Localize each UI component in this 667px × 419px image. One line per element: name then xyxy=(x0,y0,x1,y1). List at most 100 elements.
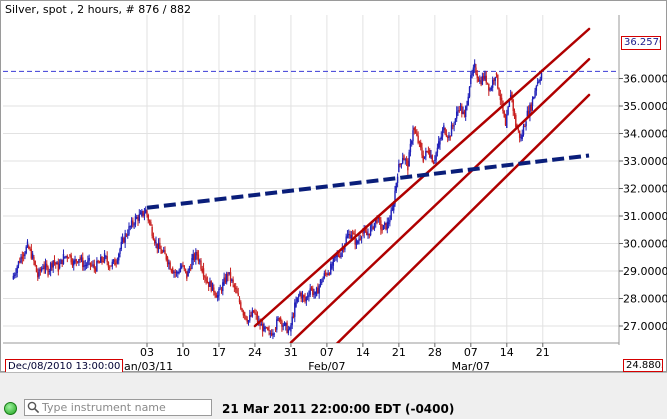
candle-body xyxy=(432,162,435,164)
y-tick-label: 36.0000 xyxy=(623,73,667,86)
chart-area[interactable]: 27.0000 28.0000 29.0000 30.0000 31.0000 32.00… xyxy=(0,0,667,374)
candle-body xyxy=(461,105,463,114)
candle-body xyxy=(132,220,134,225)
candle-body xyxy=(83,265,85,268)
candle-body xyxy=(436,147,439,153)
candle-body xyxy=(391,208,394,210)
candle-body xyxy=(256,314,259,322)
candle-body xyxy=(91,264,93,266)
candle-body xyxy=(489,89,491,91)
candle-body xyxy=(130,220,133,227)
candle-body xyxy=(148,220,151,223)
candle-body xyxy=(291,316,293,326)
price-chart[interactable]: 27.0000 28.0000 29.0000 30.0000 31.0000 32.00… xyxy=(1,1,667,373)
candle-body xyxy=(118,253,120,261)
candle-body xyxy=(529,104,531,117)
candle-body xyxy=(345,236,347,244)
candle-body xyxy=(186,271,188,279)
candle-body xyxy=(277,317,279,320)
candle-body xyxy=(243,312,246,316)
candle-body xyxy=(265,327,268,329)
candle-body xyxy=(380,220,382,230)
candle-body xyxy=(314,291,317,294)
candle-body xyxy=(43,265,45,270)
candle-body xyxy=(28,246,30,249)
candle-body xyxy=(294,302,296,317)
candle-body xyxy=(490,87,493,90)
candle-body xyxy=(106,256,108,263)
x-tick-label: 21 xyxy=(536,346,550,359)
candle-body xyxy=(480,81,482,85)
candle-body xyxy=(430,155,432,158)
candle-body xyxy=(15,272,17,275)
candle-body xyxy=(385,222,387,230)
candle-body xyxy=(431,155,433,163)
candle-body xyxy=(237,293,239,296)
candle-body xyxy=(219,288,221,290)
candle-body xyxy=(205,277,207,282)
candle-body xyxy=(357,241,359,244)
candle-body xyxy=(254,312,256,314)
candle-body xyxy=(209,281,211,287)
candle-body xyxy=(305,297,308,302)
candle-body xyxy=(58,263,61,269)
candle-body xyxy=(366,231,368,236)
candle-body xyxy=(390,209,392,220)
candle-body xyxy=(418,141,421,143)
candle-body xyxy=(215,295,218,298)
candle-body xyxy=(512,99,514,111)
candle-body xyxy=(378,216,381,221)
candle-body xyxy=(466,105,468,107)
candle-body xyxy=(94,268,97,272)
candle-body xyxy=(534,90,536,97)
candle-body xyxy=(445,134,448,137)
candle-body xyxy=(31,253,34,259)
candle-body xyxy=(473,63,476,68)
candle-body xyxy=(306,296,309,298)
candle-body xyxy=(446,136,449,138)
candle-body xyxy=(313,293,315,295)
candle-body xyxy=(12,275,15,280)
candle-body xyxy=(34,261,36,266)
candle-body xyxy=(495,73,498,75)
candle-body xyxy=(157,242,160,249)
candle-body xyxy=(409,143,412,153)
candle-body xyxy=(242,311,245,316)
instrument-search[interactable] xyxy=(24,399,212,416)
candle-body xyxy=(324,273,327,275)
candle-body xyxy=(40,268,43,272)
candle-body xyxy=(200,260,202,269)
candle-body xyxy=(177,272,179,274)
candle-body xyxy=(453,125,455,127)
candle-body xyxy=(100,256,102,263)
candle-body xyxy=(285,322,287,326)
candle-body xyxy=(491,79,494,88)
candle-body xyxy=(29,248,31,250)
x-tick-label: 21 xyxy=(392,346,406,359)
candle-body xyxy=(124,233,126,243)
x-tick-label: 10 xyxy=(176,346,190,359)
candle-body xyxy=(119,249,121,254)
candle-body xyxy=(384,222,386,226)
candle-body xyxy=(231,279,233,282)
candle-body xyxy=(25,246,27,254)
candle-body xyxy=(527,110,530,117)
candle-body xyxy=(420,141,422,148)
candle-body xyxy=(342,248,345,250)
candle-body xyxy=(263,324,265,332)
candle-body xyxy=(101,256,103,262)
candle-body xyxy=(354,234,356,245)
candle-body xyxy=(348,234,350,236)
search-input[interactable] xyxy=(42,400,208,415)
candle-body xyxy=(202,268,205,277)
candle-body xyxy=(79,257,81,260)
candle-body xyxy=(287,329,290,333)
candle-body xyxy=(303,295,305,298)
candle-body xyxy=(55,262,57,265)
candle-body xyxy=(156,243,158,249)
candle-body xyxy=(539,79,541,82)
candle-body xyxy=(359,238,362,240)
candle-body xyxy=(504,117,507,126)
candle-body xyxy=(103,253,106,262)
candle-body xyxy=(69,254,71,256)
